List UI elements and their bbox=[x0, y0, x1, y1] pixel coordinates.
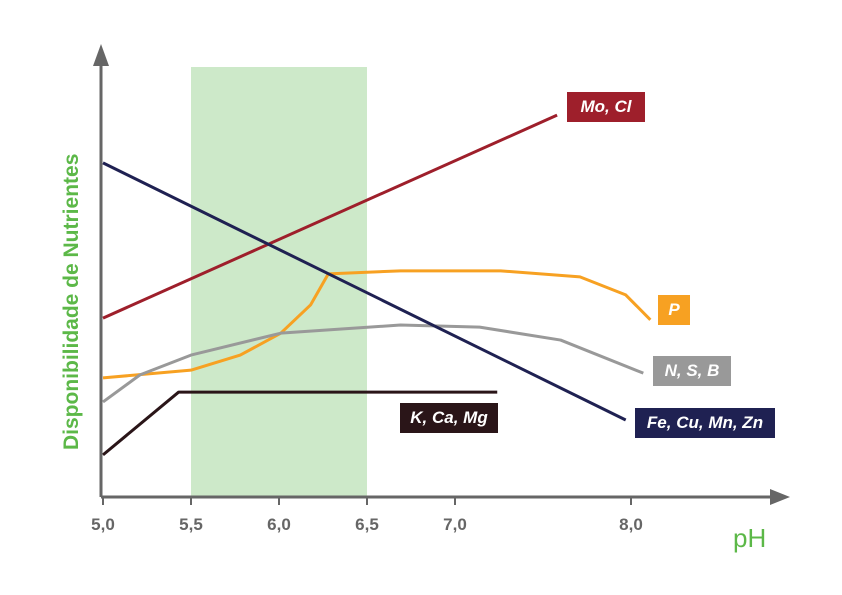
series-line-k-ca-mg bbox=[102, 390, 498, 457]
x-tick-label: 7,0 bbox=[443, 515, 467, 534]
y-axis-label: Disponibilidade de Nutrientes bbox=[60, 154, 83, 450]
x-tick-label: 5,5 bbox=[179, 515, 203, 534]
x-tick-label: 6,0 bbox=[267, 515, 291, 534]
optimal-ph-band bbox=[191, 67, 367, 497]
series-line-p bbox=[102, 269, 652, 380]
x-tick-label: 6,5 bbox=[355, 515, 379, 534]
legend-label-p: P bbox=[658, 295, 690, 325]
series-line-fe-cu-mn-zn bbox=[102, 161, 627, 422]
series-line-mo-cl bbox=[102, 113, 558, 320]
legend-label-mo-cl: Mo, Cl bbox=[567, 92, 645, 122]
x-axis-arrow-icon bbox=[770, 489, 790, 505]
legend-label-n-s-b: N, S, B bbox=[653, 356, 731, 386]
x-axis-label: pH bbox=[733, 523, 766, 553]
x-tick-label: 5,0 bbox=[91, 515, 115, 534]
legend-label-fe-cu-mn-zn: Fe, Cu, Mn, Zn bbox=[635, 408, 775, 438]
series-line-n-s-b bbox=[102, 323, 644, 404]
x-tick-label: 8,0 bbox=[619, 515, 643, 534]
legend-label-k-ca-mg: K, Ca, Mg bbox=[400, 403, 498, 433]
y-axis-arrow-icon bbox=[93, 44, 109, 66]
